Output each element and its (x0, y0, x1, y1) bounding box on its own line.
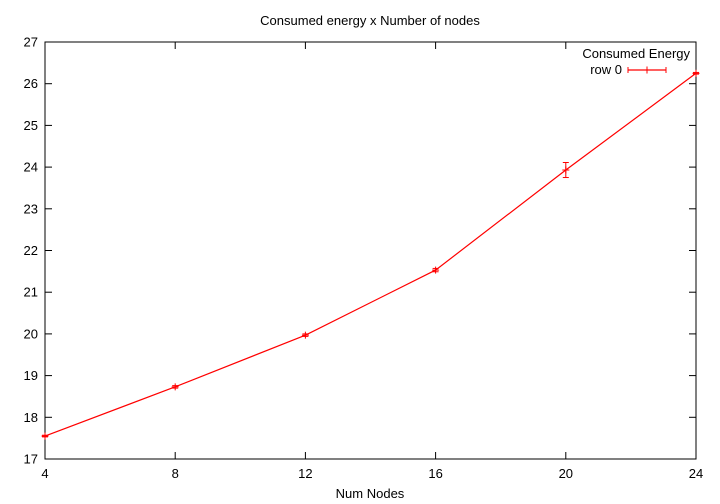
y-tick-label: 24 (24, 160, 38, 175)
data-point (301, 331, 309, 339)
data-point (692, 69, 700, 77)
y-tick-label: 18 (24, 410, 38, 425)
legend: Consumed Energy row 0 (582, 46, 690, 77)
data-point (432, 266, 440, 274)
data-point (41, 432, 49, 440)
x-tick-label: 20 (559, 466, 573, 481)
series-layer (41, 69, 700, 440)
legend-entry-label: row 0 (590, 62, 622, 77)
series-line (44, 72, 697, 437)
y-tick-label: 23 (24, 201, 38, 216)
plot-frame (44, 41, 697, 460)
y-tick-label: 26 (24, 76, 38, 91)
legend-title: Consumed Energy (582, 46, 690, 61)
y-tick-label: 17 (24, 452, 38, 467)
x-tick-label: 8 (172, 466, 179, 481)
y-tick-label: 25 (24, 118, 38, 133)
legend-entry-sample (627, 66, 667, 74)
x-axis: 4 8 12 16 20 24 (41, 42, 703, 481)
y-axis: 17 18 19 20 21 22 23 24 25 26 27 (24, 35, 696, 467)
x-axis-label: Num Nodes (336, 486, 405, 501)
x-tick-label: 4 (41, 466, 48, 481)
x-tick-label: 24 (689, 466, 703, 481)
y-tick-label: 19 (24, 368, 38, 383)
data-point (171, 383, 179, 391)
chart-title: Consumed energy x Number of nodes (260, 13, 480, 28)
x-tick-label: 12 (298, 466, 312, 481)
data-point (562, 162, 570, 179)
y-tick-label: 27 (24, 35, 38, 50)
y-tick-label: 22 (24, 243, 38, 258)
x-tick-label: 16 (428, 466, 442, 481)
y-tick-label: 20 (24, 326, 38, 341)
y-tick-label: 21 (24, 285, 38, 300)
